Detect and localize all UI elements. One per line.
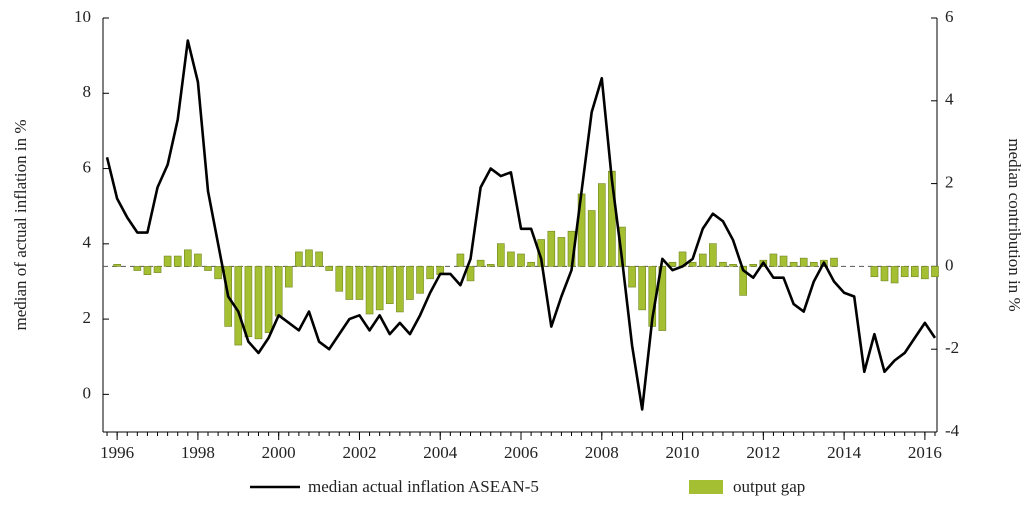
x-tick-label: 2000 [262,443,296,462]
bar [284,266,293,288]
bar [729,264,737,267]
bar [638,266,646,311]
y2-axis-label: median contribution in % [1005,138,1024,311]
y-tick-label: 10 [74,7,91,26]
bar [709,243,717,267]
y2-tick-label: -4 [945,421,960,440]
bar [870,266,879,278]
bar [396,266,404,313]
bar [163,255,172,267]
legend-label: median actual inflation ASEAN-5 [308,477,539,496]
line [105,39,937,411]
bar [466,266,475,282]
bar [830,257,838,267]
x-tick-label: 2016 [908,443,942,462]
bar [295,251,303,267]
y-tick-label: 2 [83,308,92,327]
legend-swatch [689,480,723,494]
bar [375,266,384,311]
bar [274,266,283,317]
bar [900,266,909,278]
bar [406,266,414,300]
bar [810,261,818,267]
y2-tick-label: 4 [945,90,954,109]
bar [587,210,596,267]
bar [507,251,515,267]
bar [113,264,121,267]
bar [476,259,485,267]
bar [931,266,939,278]
bar [719,261,727,267]
bar [305,249,313,267]
bar [910,266,919,278]
x-tick-label: 2008 [585,443,619,462]
bar [688,261,697,267]
bar [497,243,505,267]
bar [194,253,202,267]
bar [456,253,465,267]
bar [355,266,364,300]
bar [385,266,394,304]
bar [597,183,606,267]
x-tick-label: 2006 [504,443,538,462]
bar [880,266,889,282]
y-tick-label: 4 [83,233,92,252]
bar [365,266,374,315]
bar [153,266,162,273]
bar [799,257,808,267]
bar [628,266,636,288]
bar [254,266,263,340]
y-tick-label: 0 [83,383,92,402]
y-tick-label: 6 [83,157,92,176]
bar [133,266,142,271]
bar [890,266,899,284]
y2-tick-label: 2 [945,173,954,192]
bar [486,264,495,267]
y2-tick-label: 0 [945,255,954,274]
bar [214,266,222,280]
bar [143,266,152,275]
bar [345,266,354,300]
x-tick-label: 1996 [100,443,134,462]
bar [315,251,323,267]
bar [789,261,798,267]
bar [557,237,566,267]
bar [335,266,344,292]
bar [517,253,525,267]
bar [547,230,556,267]
x-tick-label: 2014 [827,443,862,462]
bar [921,266,929,280]
bar [527,261,535,267]
x-tick-label: 1998 [181,443,215,462]
bar [264,266,273,333]
bar [173,255,182,267]
x-tick-label: 2010 [666,443,700,462]
y2-tick-label: -2 [945,338,959,357]
bar [325,266,333,271]
y2-tick-label: 6 [945,7,954,26]
x-tick-label: 2002 [342,443,376,462]
y-axis-label: median of actual inflation in % [11,119,30,330]
bar [184,249,192,267]
bar [244,266,253,338]
bar [698,253,707,267]
bar [769,253,778,267]
legend-label: output gap [733,477,805,496]
bar [416,266,424,294]
bar [779,255,788,267]
bar [204,266,212,271]
bar [749,264,758,267]
x-tick-label: 2012 [746,443,780,462]
y-tick-label: 8 [83,82,92,101]
bar [426,266,434,280]
x-tick-label: 2004 [423,443,458,462]
